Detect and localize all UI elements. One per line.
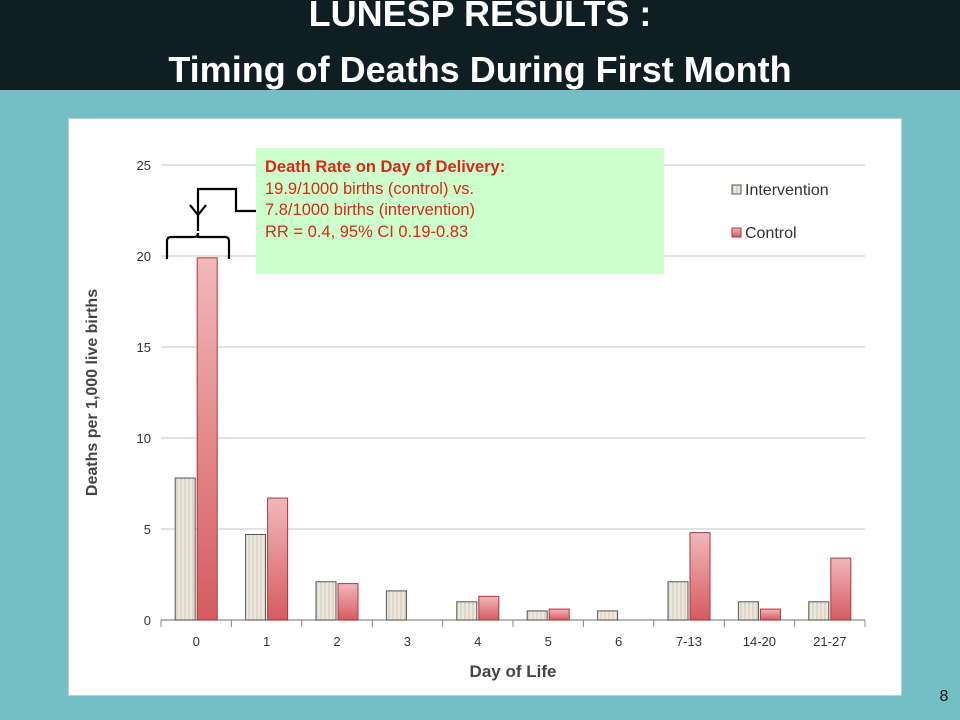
bar-intervention-2: [315, 581, 337, 621]
bracket-annotation: [165, 187, 257, 259]
x-tick-label: 7-13: [676, 634, 702, 649]
callout-line-rr: RR = 0.4, 95% CI 0.19-0.83: [265, 222, 469, 241]
x-tick-label: 0: [193, 634, 200, 649]
bar-control-7-13: [689, 532, 711, 621]
callout-heading: Death Rate on Day of Delivery:: [265, 158, 506, 176]
callout-line-intervention: 7.8/1000 births (intervention): [265, 201, 476, 219]
bar-chart: 0 5 10 15 20 25 0 1 2 3 4 5 6 7-13 14-20 21-27 Day of Li…: [84, 158, 866, 681]
bar-intervention-5: [526, 610, 548, 621]
x-tick-label: 6: [615, 634, 622, 649]
bar-control-5: [548, 608, 570, 621]
x-tick-label: 1: [263, 634, 270, 649]
bar-control-4: [478, 595, 500, 621]
bar-intervention-3: [385, 590, 407, 621]
slide-title-line-2: Timing of Deaths During First Month: [168, 49, 792, 90]
legend-label-control: Control: [745, 225, 797, 242]
bar-control-21-27: [830, 557, 852, 621]
y-tick-label: 20: [137, 249, 151, 264]
x-tick-label: 14-20: [743, 634, 776, 649]
bar-control-2: [337, 583, 359, 621]
bar-intervention-21-27: [808, 601, 830, 621]
bar-intervention-4: [456, 601, 478, 621]
bar-intervention-6: [597, 610, 619, 621]
slide-title-line-1: LUNESP RESULTS :: [308, 0, 652, 34]
bar-intervention-1: [245, 533, 267, 621]
x-tick-label: 21-27: [813, 634, 846, 649]
y-tick-label: 5: [144, 522, 151, 537]
callout-line-control: 19.9/1000 births (control) vs.: [265, 179, 475, 198]
x-tick-label: 4: [474, 634, 481, 649]
x-tick-label: 5: [545, 634, 552, 649]
x-axis-label: Day of Life: [470, 662, 557, 681]
y-tick-label: 0: [144, 613, 151, 628]
slide-number: 8: [939, 688, 949, 705]
callout-box: Death Rate on Day of Delivery: 19.9/1000…: [256, 148, 664, 274]
bar-control-1: [267, 497, 289, 621]
bar-intervention-0: [174, 477, 196, 621]
bar-control-0: [196, 257, 218, 621]
x-tick-label: 2: [333, 634, 340, 649]
x-tick-label: 3: [404, 634, 411, 649]
legend-swatch-control: [731, 227, 742, 238]
y-axis-label: Deaths per 1,000 live births: [84, 289, 101, 496]
bar-control-14-20: [759, 608, 781, 621]
y-tick-label: 15: [137, 340, 151, 355]
y-tick-label: 25: [137, 158, 151, 173]
legend-label-intervention: Intervention: [745, 182, 829, 199]
y-tick-label: 10: [137, 431, 151, 446]
bar-intervention-7-13: [667, 581, 689, 621]
legend-swatch-intervention: [731, 184, 742, 195]
slide-header: LUNESP RESULTS : Timing of Deaths During…: [0, 0, 960, 90]
bar-intervention-14-20: [737, 601, 759, 621]
